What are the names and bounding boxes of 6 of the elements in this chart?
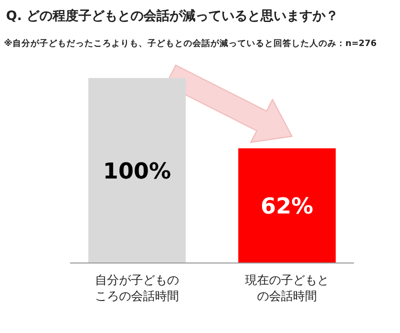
data-label: 100% [103,160,171,184]
x-tick-label: 現在の子どもとの会話時間 [244,272,330,304]
x-tick-label: 自分が子どものころの会話時間 [94,272,180,304]
chart-title: Q. どの程度子どもとの会話が減っていると思いますか？ [6,8,339,24]
data-label: 62% [260,194,314,220]
chart-subtitle: ※自分が子どもだったころよりも、子どもとの会話が減っていると回答した人のみ：n=276 [4,38,377,49]
